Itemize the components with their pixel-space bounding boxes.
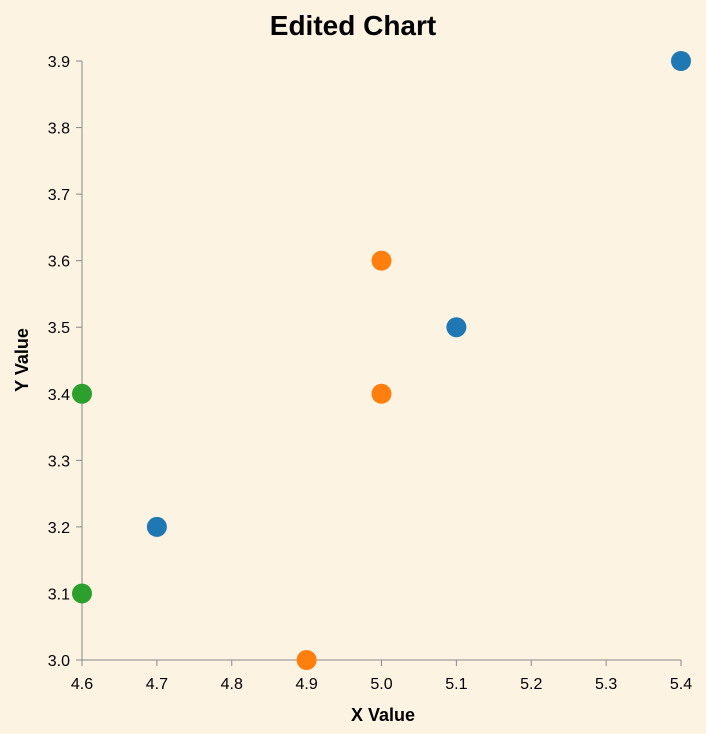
x-tick-label: 5.3 xyxy=(595,676,617,693)
scatter-point xyxy=(296,650,317,670)
x-axis-title: X Value xyxy=(351,705,415,725)
scatter-point xyxy=(72,383,92,404)
y-tick-label: 3.2 xyxy=(48,520,70,537)
x-tick-label: 4.6 xyxy=(71,676,93,693)
x-tick-label: 5.1 xyxy=(445,676,467,693)
x-tick-label: 4.7 xyxy=(146,676,168,693)
scatter-point xyxy=(371,383,392,404)
y-tick-label: 3.1 xyxy=(48,586,70,603)
y-tick-label: 3.9 xyxy=(48,54,70,71)
x-tick-label: 5.0 xyxy=(370,676,392,693)
scatter-point xyxy=(146,516,167,537)
scatter-point xyxy=(72,583,92,604)
y-tick-label: 3.7 xyxy=(48,187,70,204)
x-tick-label: 5.2 xyxy=(520,676,542,693)
scatter-point xyxy=(671,51,691,71)
data-points xyxy=(72,51,691,670)
y-axis-title: Y Value xyxy=(12,328,32,392)
x-tick-label: 4.9 xyxy=(296,676,318,693)
chart-title: Edited Chart xyxy=(270,10,436,41)
x-tick-label: 4.8 xyxy=(221,676,243,693)
y-tick-label: 3.0 xyxy=(48,653,70,670)
y-tick-label: 3.5 xyxy=(48,320,70,337)
y-tick-label: 3.3 xyxy=(48,453,70,470)
y-tick-label: 3.6 xyxy=(48,254,70,271)
x-tick-label: 5.4 xyxy=(670,676,692,693)
y-tick-label: 3.4 xyxy=(48,387,70,404)
y-tick-label: 3.8 xyxy=(48,121,70,138)
scatter-point xyxy=(446,317,467,338)
axes: 4.6 4.7 4.8 4.9 5.0 5.1 5.2 5.3 5.4 3.0 3.1 3.2 3.3 3… xyxy=(48,54,692,693)
scatter-point xyxy=(371,250,392,271)
